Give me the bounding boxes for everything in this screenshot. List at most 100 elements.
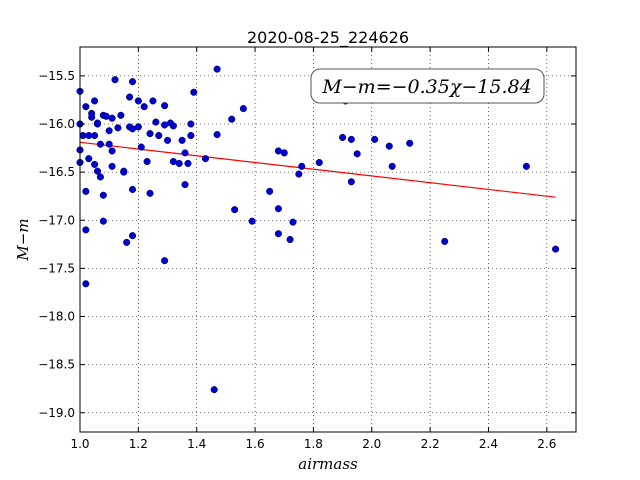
data-point [347,178,355,186]
grid [79,47,576,432]
data-point [187,120,195,128]
data-point [134,123,142,131]
y-axis-label: M−m [14,218,32,261]
data-point [441,237,449,245]
data-point [91,132,99,140]
y-tick-label: −18.0 [38,310,75,324]
x-tick-label: 2.6 [537,437,556,451]
data-point [105,140,113,148]
x-tick-label: 2.0 [362,437,381,451]
data-point [187,132,195,140]
data-point [137,143,145,151]
data-point [552,245,560,253]
x-tick-label: 1.6 [246,437,265,451]
data-point [96,140,104,148]
data-point [181,181,189,189]
data-point [128,232,137,240]
data-point [286,235,294,244]
data-points [76,65,560,394]
data-point [339,133,347,142]
data-point [289,218,297,226]
data-point [82,226,90,234]
data-point [231,206,239,214]
data-point [228,115,236,123]
data-point [82,280,90,288]
data-point [406,139,414,147]
data-point [169,122,177,130]
data-point [175,159,183,168]
data-point [239,105,247,113]
ticks: 1.0 1.2 1.4 1.6 1.8 2.0 2.2 2.4 2.6 −15.5 −16.0 −16… [38,47,576,451]
data-point [108,147,116,155]
data-point [210,386,218,394]
data-point [108,114,116,122]
data-point [99,191,107,199]
data-point [248,217,256,225]
data-point [152,118,160,126]
equation-text: M−m=−0.35χ−15.84 [321,76,531,98]
data-point [128,185,137,193]
data-point [120,168,128,176]
data-point [274,205,282,213]
equation-annotation: M−m=−0.35χ−15.84 [310,68,545,104]
data-point [388,162,396,170]
data-point [298,162,306,170]
data-point [123,238,131,246]
data-point [91,160,99,168]
data-point [93,120,102,128]
data-point [161,257,169,265]
data-point [190,88,198,96]
data-point [280,149,288,157]
y-tick-label: −16.0 [38,117,75,131]
data-point [315,158,323,167]
data-point [99,217,107,225]
x-tick-label: 1.2 [129,437,148,451]
data-point [146,130,154,138]
data-point [295,170,303,178]
fit-line [79,141,556,198]
data-point [134,97,142,105]
data-point [93,167,102,175]
data-point [201,155,210,163]
data-point [385,142,393,150]
x-axis-label: airmass [298,455,358,473]
x-tick-label: 2.2 [421,437,440,451]
chart-title: 2020-08-25_224626 [247,28,409,48]
x-tick-label: 1.8 [304,437,323,451]
fit-line-group [79,141,556,198]
data-point [213,65,221,73]
data-point [371,135,379,143]
x-tick-label: 2.4 [479,437,498,451]
y-tick-label: −16.5 [38,165,75,179]
data-point [155,132,163,140]
data-point [128,78,137,86]
y-tick-label: −19.0 [38,406,75,420]
data-point [353,150,361,158]
y-tick-label: −18.5 [38,358,75,372]
data-point [85,155,93,163]
data-point [82,187,90,195]
equation-box [310,68,545,104]
data-point [178,136,186,144]
data-point [111,76,119,84]
data-point [184,159,192,168]
data-point [181,149,189,157]
data-point [146,189,154,197]
x-tick-label: 1.4 [187,437,206,451]
data-point [161,102,169,110]
data-point [117,111,125,119]
x-tick-label: 1.0 [70,437,89,451]
data-point [82,103,90,111]
data-point [266,187,274,195]
y-tick-label: −15.5 [38,69,75,83]
data-point [108,162,116,170]
y-tick-label: −17.0 [38,213,75,227]
data-point [96,173,104,181]
data-point [522,162,530,170]
data-point [143,157,151,166]
y-tick-label: −17.5 [38,261,75,275]
data-point [347,135,355,143]
data-point [88,113,96,121]
data-point [126,93,134,101]
